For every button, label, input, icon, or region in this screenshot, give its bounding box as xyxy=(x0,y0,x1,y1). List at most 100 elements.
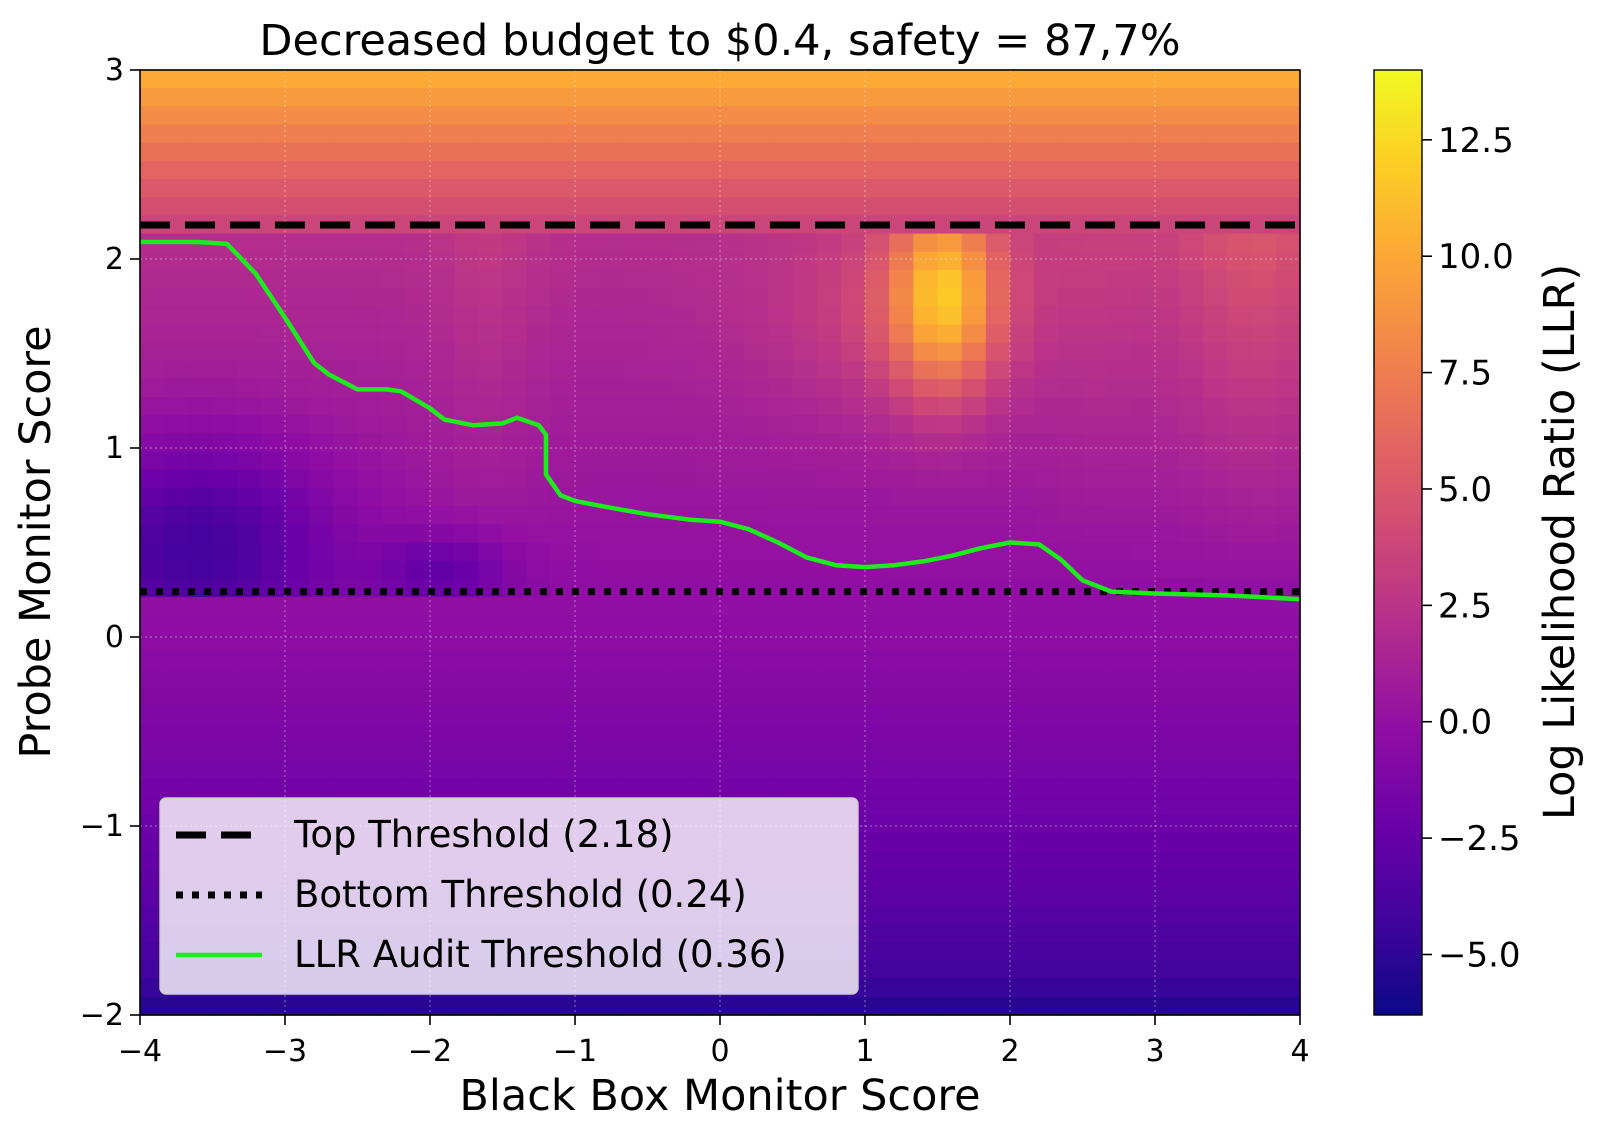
heatmap-cell xyxy=(1251,724,1277,743)
heatmap-cell xyxy=(1058,869,1084,889)
heatmap-cell xyxy=(913,360,939,380)
heatmap-cell xyxy=(236,160,262,180)
heatmap-cell xyxy=(478,433,504,453)
heatmap-cell xyxy=(309,324,334,344)
heatmap-cell xyxy=(647,687,673,707)
heatmap-cell xyxy=(985,615,1011,634)
heatmap-cell xyxy=(720,487,745,507)
heatmap-cell xyxy=(816,324,842,344)
heatmap-cell xyxy=(188,306,214,326)
heatmap-cell xyxy=(720,651,745,671)
heatmap-cell xyxy=(430,706,455,725)
heatmap-cell xyxy=(985,324,1011,344)
heatmap-cell xyxy=(188,506,214,525)
heatmap-cell xyxy=(961,960,987,980)
heatmap-cell xyxy=(671,724,697,743)
heatmap-cell xyxy=(1082,342,1108,362)
heatmap-cell xyxy=(792,433,818,453)
heatmap-cell xyxy=(309,433,334,453)
heatmap-cell xyxy=(647,342,673,362)
heatmap-cell xyxy=(744,124,769,144)
heatmap-cell xyxy=(816,542,842,562)
heatmap-cell xyxy=(1130,306,1156,326)
heatmap-cell xyxy=(1058,197,1084,216)
heatmap-cell xyxy=(889,724,914,743)
heatmap-cell xyxy=(961,869,987,889)
heatmap-cell xyxy=(913,88,939,107)
x-tick-label: 3 xyxy=(1145,1034,1164,1069)
heatmap-cell xyxy=(526,542,552,562)
colorbar xyxy=(1373,69,1423,1016)
heatmap-cell xyxy=(454,706,479,725)
heatmap-cell xyxy=(671,324,697,344)
heatmap-cell xyxy=(1082,506,1108,525)
heatmap-cell xyxy=(1251,88,1277,107)
heatmap-cell xyxy=(1082,197,1108,216)
heatmap-cell xyxy=(623,487,649,507)
heatmap-cell xyxy=(1010,179,1035,198)
heatmap-cell xyxy=(1227,397,1253,416)
heatmap-cell xyxy=(599,669,624,689)
heatmap-cell xyxy=(1227,233,1253,253)
heatmap-cell xyxy=(405,197,431,216)
heatmap-cell xyxy=(405,542,431,562)
heatmap-cell xyxy=(1106,179,1132,198)
heatmap-cell xyxy=(1227,905,1253,925)
legend: Top Threshold (2.18)Bottom Threshold (0.… xyxy=(159,797,859,995)
heatmap-cell xyxy=(188,197,214,216)
heatmap-cell xyxy=(575,506,600,525)
heatmap-cell xyxy=(1034,360,1059,380)
heatmap-cell xyxy=(1106,687,1132,707)
heatmap-cell xyxy=(1106,506,1132,525)
heatmap-cell xyxy=(285,996,310,1016)
heatmap-cell xyxy=(720,451,745,471)
heatmap-cell xyxy=(1106,651,1132,671)
heatmap-cell xyxy=(1130,542,1156,562)
heatmap-cell xyxy=(550,106,576,126)
heatmap-cell xyxy=(309,487,334,507)
heatmap-cell xyxy=(188,633,214,653)
heatmap-cell xyxy=(720,597,745,616)
heatmap-cell xyxy=(937,760,963,780)
heatmap-cell xyxy=(1179,960,1204,980)
heatmap-cell xyxy=(550,269,576,289)
heatmap-cell xyxy=(285,724,310,743)
heatmap-cell xyxy=(1082,251,1108,271)
heatmap-cell xyxy=(744,542,769,562)
heatmap-cell xyxy=(889,142,914,162)
heatmap-cell xyxy=(575,251,600,271)
heatmap-cell xyxy=(236,433,262,453)
heatmap-cell xyxy=(599,469,624,489)
heatmap-cell xyxy=(454,360,479,380)
heatmap-cell xyxy=(1251,869,1277,889)
heatmap-cell xyxy=(285,597,310,616)
heatmap-cell xyxy=(985,833,1011,853)
heatmap-cell xyxy=(1082,70,1108,89)
heatmap-cell xyxy=(550,578,576,598)
heatmap-cell xyxy=(792,651,818,671)
heatmap-cell xyxy=(913,179,939,198)
heatmap-cell xyxy=(1203,706,1229,725)
heatmap-cell xyxy=(985,487,1011,507)
heatmap-cell xyxy=(260,70,286,89)
heatmap-cell xyxy=(985,633,1011,653)
heatmap-cell xyxy=(1179,760,1204,780)
heatmap-cell xyxy=(454,996,479,1016)
heatmap-cell xyxy=(840,251,866,271)
heatmap-cell xyxy=(188,179,214,198)
heatmap-cell xyxy=(1034,324,1059,344)
heatmap-cell xyxy=(720,542,745,562)
heatmap-cell xyxy=(575,88,600,107)
heatmap-cell xyxy=(1179,524,1204,544)
heatmap-cell xyxy=(502,433,528,453)
heatmap-cell xyxy=(961,978,987,998)
heatmap-cell xyxy=(865,269,890,289)
heatmap-cell xyxy=(1034,960,1059,980)
heatmap-cell xyxy=(768,633,794,653)
heatmap-cell xyxy=(309,179,334,198)
heatmap-cell xyxy=(1130,833,1156,853)
heatmap-cell xyxy=(985,905,1011,925)
heatmap-cell xyxy=(502,597,528,616)
heatmap-cell xyxy=(1010,615,1035,634)
heatmap-cell xyxy=(1130,288,1156,307)
